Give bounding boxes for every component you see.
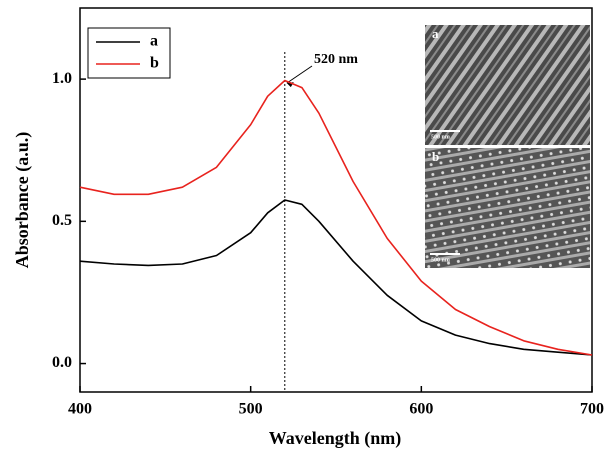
annotation-arrow [287,66,312,83]
inset-image [425,148,590,268]
inset-label: b [432,149,439,164]
x-tick-label: 600 [409,401,433,418]
chart: Wavelength (nm) Absorbance (a.u.) a 500 n… [0,0,608,457]
y-tick-label: 0.5 [52,212,72,229]
legend-label: a [150,33,158,50]
x-tick-label: 500 [239,401,263,418]
annotation-text: 520 nm [314,52,358,67]
y-axis-label: Absorbance (a.u.) [12,132,33,269]
x-tick-label: 700 [580,401,604,418]
inset-label: a [432,26,439,41]
y-tick-label: 1.0 [52,70,72,87]
legend-label: b [150,55,159,72]
scale-bar-label: 500 nm [431,134,450,140]
x-tick-label: 400 [68,401,92,418]
scale-bar-label: 500 nm [431,257,450,263]
inset-image [425,25,590,145]
x-axis-label: Wavelength (nm) [269,428,402,449]
y-tick-label: 0.0 [52,354,72,371]
